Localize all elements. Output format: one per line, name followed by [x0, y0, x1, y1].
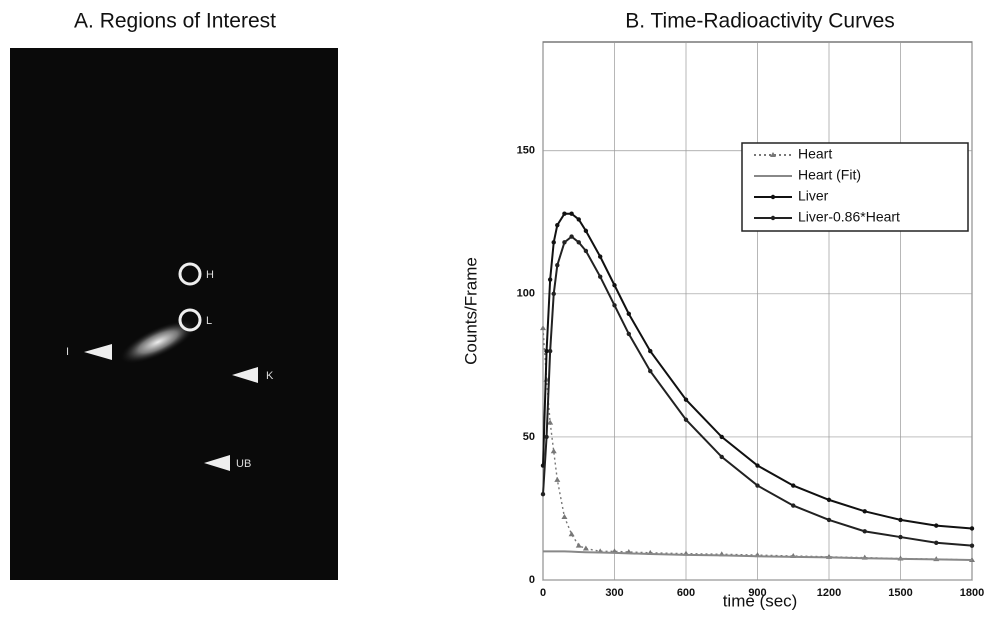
x-tick-label: 0	[540, 587, 546, 599]
scan-image	[10, 48, 338, 580]
x-tick-label: 300	[605, 587, 623, 599]
marker	[934, 523, 939, 528]
marker	[551, 291, 556, 297]
marker	[576, 217, 581, 222]
marker	[540, 491, 546, 497]
arrow	[204, 455, 230, 471]
panel-title: A. Regions of Interest	[74, 10, 276, 33]
x-tick-label: 600	[677, 587, 695, 599]
y-tick-label: 150	[517, 145, 535, 157]
marker	[555, 222, 560, 228]
marker	[648, 368, 653, 374]
marker	[551, 240, 556, 245]
roi-label: UB	[236, 458, 251, 470]
marker	[562, 211, 567, 216]
marker	[755, 463, 760, 468]
marker	[547, 348, 553, 354]
marker	[755, 483, 760, 488]
marker	[555, 263, 560, 268]
marker	[770, 194, 776, 200]
marker	[575, 542, 582, 548]
marker	[969, 526, 975, 531]
legend-label: Liver-0.86*Heart	[798, 209, 900, 225]
marker	[719, 454, 724, 460]
legend-label: Heart	[798, 146, 832, 162]
chart-title: B. Time-Radioactivity Curves	[625, 10, 895, 33]
roi-label: L	[206, 315, 212, 327]
marker	[583, 248, 589, 254]
roi-label: H	[206, 269, 214, 281]
marker	[719, 434, 724, 440]
marker	[770, 215, 776, 221]
marker	[540, 325, 546, 331]
marker	[862, 529, 867, 534]
series-line	[542, 212, 973, 530]
roi-circle	[178, 262, 202, 286]
marker	[569, 234, 574, 239]
marker	[598, 274, 603, 279]
marker	[969, 543, 975, 548]
marker	[550, 448, 557, 454]
marker	[576, 240, 581, 245]
marker	[598, 254, 603, 259]
x-tick-label: 1800	[960, 587, 984, 599]
marker	[683, 417, 689, 422]
x-axis-label: time (sec)	[723, 591, 798, 610]
marker	[791, 483, 796, 488]
arrow	[232, 367, 258, 383]
marker	[648, 348, 653, 354]
marker	[612, 303, 617, 308]
marker	[612, 283, 617, 288]
marker	[547, 419, 554, 425]
marker	[770, 152, 776, 157]
roi-label: K	[266, 370, 274, 382]
marker	[561, 514, 568, 520]
marker	[562, 240, 567, 245]
legend-box	[741, 142, 969, 232]
marker	[568, 531, 575, 537]
legend-label: Liver	[798, 188, 829, 204]
uptake-glow	[119, 320, 197, 364]
x-tick-label: 1500	[888, 587, 912, 599]
y-tick-label: 100	[517, 288, 535, 300]
y-tick-label: 50	[523, 431, 535, 443]
marker	[898, 517, 903, 523]
marker	[569, 211, 574, 216]
series-line	[543, 550, 973, 561]
marker	[626, 311, 631, 317]
y-tick-label: 0	[529, 574, 535, 586]
marker	[683, 397, 689, 402]
marker	[934, 540, 939, 545]
marker	[826, 497, 832, 503]
marker	[898, 534, 903, 540]
marker	[547, 277, 553, 282]
marker	[544, 434, 549, 440]
legend-label: Heart (Fit)	[798, 167, 861, 183]
arrow	[84, 344, 112, 360]
x-tick-label: 1200	[817, 587, 841, 599]
marker	[544, 348, 549, 354]
roi-label: I	[66, 346, 69, 358]
marker	[826, 517, 832, 523]
x-tick-label: 900	[748, 587, 766, 599]
marker	[862, 509, 867, 514]
marker	[791, 503, 796, 508]
marker	[582, 545, 589, 551]
series-line	[542, 235, 973, 547]
marker	[626, 331, 631, 337]
y-axis-label: Counts/Frame	[461, 257, 480, 365]
marker	[554, 476, 561, 482]
roi-circle	[178, 308, 202, 332]
marker	[583, 228, 589, 234]
